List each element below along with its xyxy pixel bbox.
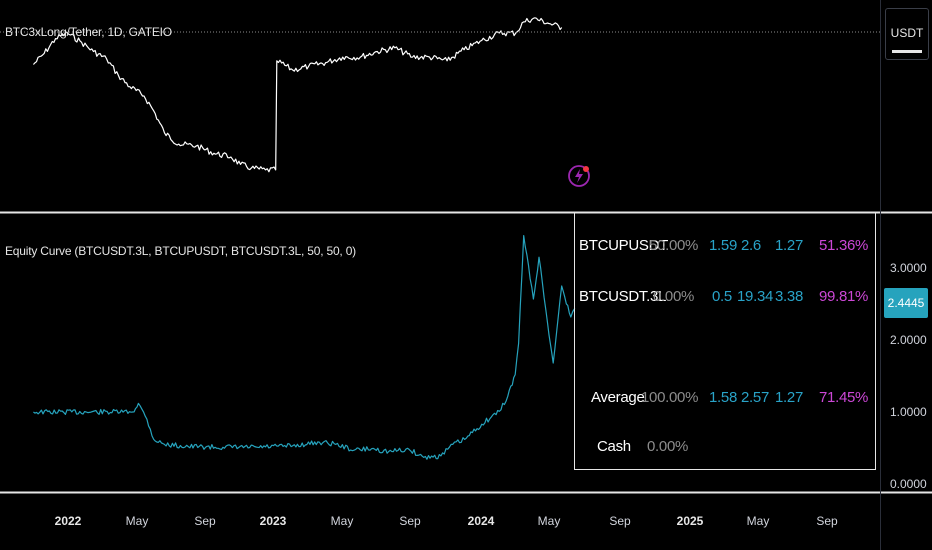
time-label-sep-2024: Sep [609,514,631,528]
time-label-2024: 2024 [467,514,495,528]
time-label-may-2022: May [125,514,149,528]
table-row-cash-weight: 0.00% [647,438,689,455]
table-row-1-v2: 2.6 [741,237,761,254]
table-row-cash-name: Cash [597,438,631,455]
table-row-2-weight: 0.00% [653,288,695,305]
price-tick-3: 3.0000 [890,261,927,275]
last-value-tag: 2.4445 [884,288,928,318]
stats-table: BTCUPUSDT 50.00% 1.59 2.6 1.27 51.36% BT… [574,213,876,470]
table-row-average-v3: 1.27 [775,389,803,406]
time-label-2025: 2025 [676,514,704,528]
lightning-icon[interactable] [567,164,591,188]
table-row-2-v2: 19.34 [737,288,774,305]
table-row-1-name: BTCUPUSDT [579,237,668,254]
table-row-1-v1: 1.59 [709,237,737,254]
price-tick-1: 1.0000 [890,405,927,419]
price-series-line [32,17,563,173]
table-row-2-v1: 0.5 [712,288,732,305]
indicator-legend[interactable]: Equity Curve (BTCUSDT.3L, BTCUPUSDT, BTC… [5,244,356,258]
price-tick-0: 0.0000 [890,477,927,491]
table-row-1-pct: 51.36% [819,237,869,254]
currency-underline [892,50,922,53]
table-row-2-name: BTCUSDT.3L [579,288,667,305]
price-tick-2: 2.0000 [890,333,927,347]
table-row-1-v3: 1.27 [775,237,803,254]
table-row-1-weight: 50.00% [649,237,699,254]
time-label-may-2024: May [537,514,561,528]
equity-curve-line [33,235,576,460]
table-row-average-name: Average [591,389,645,406]
currency-button[interactable]: USDT [885,8,929,60]
time-label-2023: 2023 [259,514,287,528]
table-row-average-weight: 100.00% [641,389,699,406]
table-row-2-pct: 99.81% [819,288,869,305]
time-label-sep-2025: Sep [816,514,838,528]
symbol-legend[interactable]: BTC3xLong/Tether, 1D, GATEIO [5,25,172,39]
table-row-2-v3: 3.38 [775,288,803,305]
time-label-sep-2023: Sep [399,514,421,528]
time-label-may-2023: May [330,514,354,528]
time-label-may-2025: May [746,514,770,528]
currency-button-label: USDT [890,26,924,40]
table-row-average-v2: 2.57 [741,389,769,406]
table-row-average-v1: 1.58 [709,389,737,406]
time-label-sep-2022: Sep [194,514,216,528]
time-label-2022: 2022 [54,514,82,528]
table-row-average-pct: 71.45% [819,389,869,406]
